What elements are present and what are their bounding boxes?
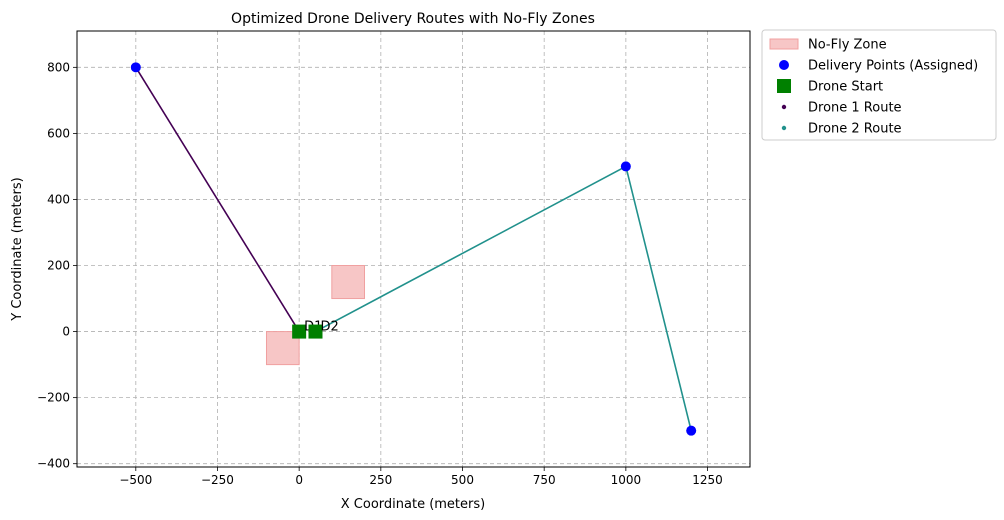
plot-frame <box>76 30 751 468</box>
x-tick-label: 250 <box>369 473 392 487</box>
legend: No-Fly Zone Delivery Points (Assigned) Dro… <box>761 29 997 141</box>
y-tick-label: 400 <box>47 192 70 206</box>
x-tick-label: 1000 <box>611 473 642 487</box>
y-tick-label: 0 <box>62 325 70 339</box>
legend-swatch-delivery-points <box>779 60 789 70</box>
legend-frame <box>761 29 997 141</box>
drone-1-route-line <box>135 66 300 332</box>
y-axis-label: Y Coordinate (meters) <box>10 177 25 322</box>
grid <box>77 31 750 467</box>
legend-swatch-no-fly-zone <box>769 38 799 50</box>
y-tick-label: −400 <box>37 457 70 471</box>
x-tick-label: −500 <box>119 473 152 487</box>
chart-title: Optimized Drone Delivery Routes with No-… <box>231 11 595 27</box>
axis-ticks: −500 −250 0 250 500 750 1000 1250 −400 −200 0 200 40… <box>37 60 723 487</box>
drone-start-marker <box>308 324 323 339</box>
legend-label: Delivery Points (Assigned) <box>808 59 978 74</box>
legend-label: Drone Start <box>808 80 883 95</box>
x-tick-label: −250 <box>201 473 234 487</box>
drone-2-route-line <box>315 165 692 431</box>
drone-start-marker <box>292 324 307 339</box>
markers: D1D2 <box>130 62 697 436</box>
delivery-point <box>130 62 141 73</box>
legend-swatch-drone-start <box>777 79 791 93</box>
legend-label: No-Fly Zone <box>808 38 887 53</box>
x-tick-label: 0 <box>295 473 303 487</box>
delivery-point <box>620 161 631 172</box>
y-tick-label: −200 <box>37 391 70 405</box>
legend-label: Drone 1 Route <box>808 101 902 116</box>
x-tick-label: 750 <box>533 473 556 487</box>
legend-swatch-route <box>781 125 787 131</box>
legend-swatch-route <box>781 104 787 110</box>
y-tick-label: 600 <box>47 126 70 140</box>
no-fly-zone <box>331 265 365 300</box>
no-fly-zones <box>265 265 365 366</box>
y-tick-label: 200 <box>47 259 70 273</box>
routes <box>135 66 692 431</box>
x-tick-label: 500 <box>451 473 474 487</box>
x-axis-label: X Coordinate (meters) <box>341 497 485 512</box>
drone-start-label: D2 <box>320 320 338 335</box>
delivery-point <box>686 425 697 436</box>
y-tick-label: 800 <box>47 60 70 74</box>
x-tick-label: 1250 <box>692 473 723 487</box>
legend-label: Drone 2 Route <box>808 122 902 137</box>
